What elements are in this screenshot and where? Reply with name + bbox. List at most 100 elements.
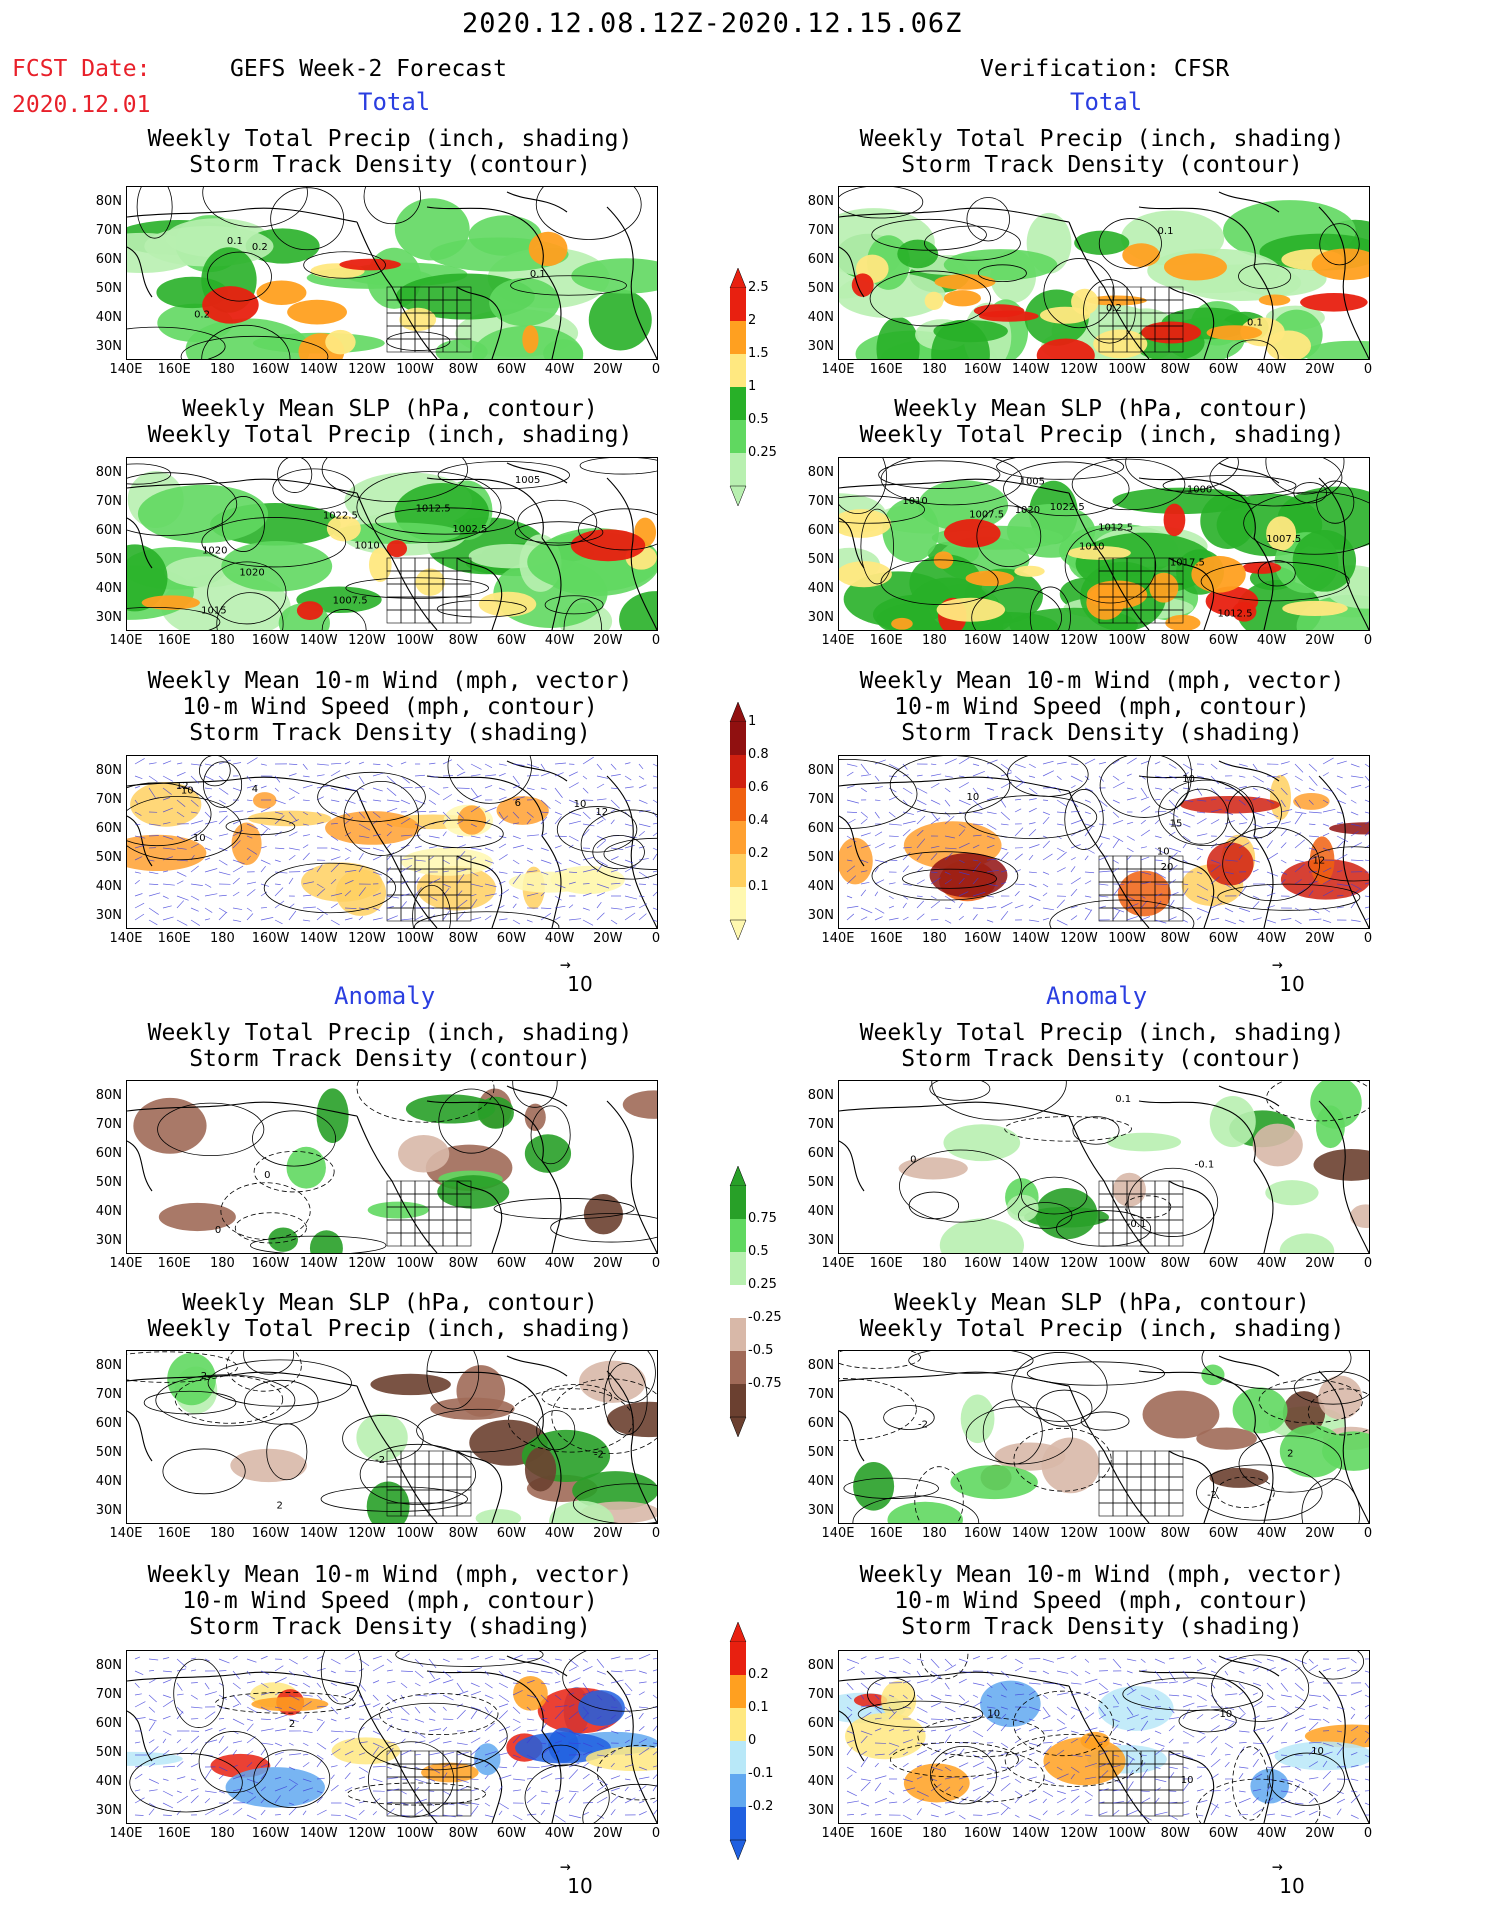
fcst-date-label: FCST Date: <box>12 56 151 82</box>
lon-label: 180 <box>921 931 947 946</box>
contour-label: 0.1 <box>227 236 243 247</box>
map-panel-r1: 0.1 0.2 0.1 <box>838 186 1370 360</box>
lon-label: 160E <box>869 633 903 648</box>
lon-label: 0 <box>651 1526 661 1541</box>
contour-label: 2 <box>1287 1449 1293 1460</box>
vector-ref-arrow-icon: → <box>1272 954 1283 975</box>
panel-title-l2: Weekly Mean SLP (hPa, contour) Weekly Tot… <box>147 396 633 448</box>
lat-label: 40N <box>95 879 122 894</box>
colorbar-tick-label: 0.25 <box>748 1277 777 1292</box>
lon-label: 180 <box>209 931 235 946</box>
lon-label: 60W <box>1208 362 1239 377</box>
lat-label: 60N <box>807 1716 834 1731</box>
colorbar-storm-total: 0.1 0.2 0.4 0.6 0.8 1 <box>720 701 800 944</box>
lon-label: 160E <box>869 931 903 946</box>
lat-label: 60N <box>95 1146 122 1161</box>
colorbar-tick-label: -0.75 <box>748 1376 782 1391</box>
lon-label: 100W <box>1108 633 1146 648</box>
lat-label: 80N <box>95 194 122 209</box>
vector-ref-value: 10 <box>1279 972 1305 996</box>
lon-label: 140W <box>1011 1256 1050 1271</box>
lat-label: 40N <box>807 310 834 325</box>
panel-title-r1: Weekly Total Precip (inch, shading) Storm… <box>859 126 1345 178</box>
lon-label: 60W <box>496 633 527 648</box>
lon-label: 60W <box>496 931 527 946</box>
lat-label: 80N <box>807 1088 834 1103</box>
lon-label: 140E <box>821 1526 855 1541</box>
map-graphic-l4: 00 <box>127 1081 657 1253</box>
lat-label: 40N <box>807 1474 834 1489</box>
contour-label: 10 <box>1311 1746 1324 1757</box>
colorbar-tick-label: 2 <box>748 313 757 328</box>
lon-label: 0 <box>651 362 661 377</box>
lon-label: 100W <box>396 931 434 946</box>
lat-label: 70N <box>807 1687 834 1702</box>
lat-label: 60N <box>807 523 834 538</box>
lon-label: 160W <box>251 1256 290 1271</box>
lon-label: 160W <box>251 1826 290 1841</box>
map-panel-r2: 1017.5 1007.5 1022.5 1007.5 1012.5 1000 1005 10… <box>838 457 1370 631</box>
contour-label: 1010 <box>902 496 927 507</box>
lon-label: 140E <box>821 1256 855 1271</box>
lat-label: 70N <box>95 1687 122 1702</box>
lat-label: 40N <box>807 1774 834 1789</box>
lon-label: 20W <box>1305 931 1335 946</box>
lon-label: 180 <box>209 1256 235 1271</box>
map-panel-l2: 1020 1010 1007.5 1002.5 1005 1020 1015 1012.5 10… <box>126 457 658 631</box>
lat-label: 30N <box>807 1233 834 1248</box>
lon-label: 80W <box>1160 362 1190 377</box>
lat-label: 40N <box>95 1474 122 1489</box>
lon-label: 140E <box>109 931 143 946</box>
lon-label: 60W <box>496 1826 527 1841</box>
lon-label: 160E <box>157 633 191 648</box>
contour-label: 1007.5 <box>1266 534 1301 545</box>
contour-label: 1012.5 <box>1217 608 1252 619</box>
contour-label: 1000 <box>1187 485 1212 496</box>
right-anomaly-label: Anomaly <box>1046 982 1148 1010</box>
vector-ref-value: 10 <box>1279 1874 1305 1898</box>
lon-label: 100W <box>396 1826 434 1841</box>
lon-label: 140W <box>299 633 338 648</box>
vector-ref-arrow-icon: → <box>560 1856 571 1877</box>
lon-label: 40W <box>1256 1256 1287 1271</box>
lon-label: 40W <box>544 1256 575 1271</box>
lat-label: 30N <box>95 610 122 625</box>
vector-ref-arrow-icon: → <box>560 954 571 975</box>
map-panel-r3: 10 10 12 15 10 20 <box>838 755 1370 929</box>
contour-label: -2 <box>594 1450 604 1461</box>
vector-ref-l3: → 10 <box>560 954 600 997</box>
map-panel-l1: 0.1 0.2 0.1 0.2 <box>126 186 658 360</box>
lon-label: 100W <box>396 1256 434 1271</box>
lat-label: 70N <box>95 1117 122 1132</box>
lon-label: 80W <box>1160 633 1190 648</box>
lon-label: 100W <box>1108 1826 1146 1841</box>
lon-label: 80W <box>448 1526 478 1541</box>
lat-label: 60N <box>95 252 122 267</box>
lat-label: 30N <box>95 1803 122 1818</box>
lat-label: 40N <box>807 581 834 596</box>
lon-label: 140W <box>1011 931 1050 946</box>
lon-label: 140E <box>109 1826 143 1841</box>
lon-label: 120W <box>348 931 386 946</box>
lon-label: 140W <box>1011 1826 1050 1841</box>
contour-label: -2 <box>918 1419 928 1430</box>
colorbar-tick-label: 0.8 <box>748 747 769 762</box>
colorbar-tick-label: 1 <box>748 714 757 729</box>
contour-label: 0 <box>264 1170 270 1181</box>
contour-label: 1020 <box>1015 505 1040 516</box>
lon-label: 40W <box>1256 1526 1287 1541</box>
contour-label: -2 <box>375 1455 385 1466</box>
contour-label: 12 <box>1313 855 1326 866</box>
contour-label: 1010 <box>354 540 379 551</box>
lat-label: 60N <box>807 252 834 267</box>
lon-label: 140E <box>109 1526 143 1541</box>
lon-label: 180 <box>209 1826 235 1841</box>
lon-label: 180 <box>921 362 947 377</box>
map-graphic-r2: 1017.5 1007.5 1022.5 1007.5 1012.5 1000 1005 10… <box>839 458 1369 630</box>
contour-label: 10 <box>987 1709 1000 1720</box>
lat-label: 80N <box>95 1658 122 1673</box>
lon-label: 160W <box>963 1826 1002 1841</box>
lon-label: 120W <box>1060 362 1098 377</box>
